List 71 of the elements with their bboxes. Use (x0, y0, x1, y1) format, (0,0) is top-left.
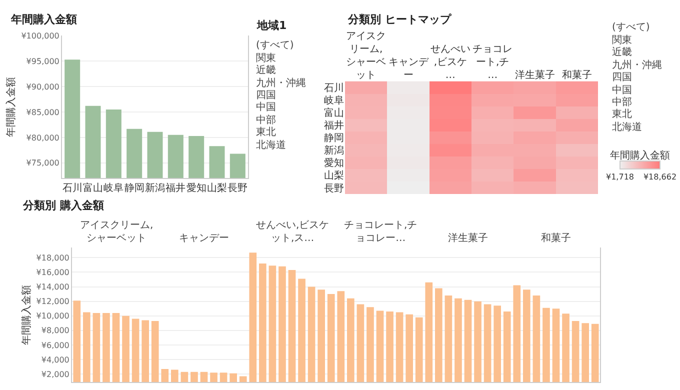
text: 近畿 (256, 64, 276, 76)
text: 地域1 (256, 19, 287, 32)
text: 九州・沖縄 (256, 77, 306, 89)
y-tick-label: ¥95,000 (26, 56, 60, 66)
color-bar-title: 年間購入金額 (610, 149, 670, 162)
y-tick-label: ¥12,000 (36, 297, 70, 306)
y-tick-label: ¥85,000 (26, 108, 60, 117)
text: (すべて) (256, 40, 294, 51)
y-tick-label: ¥4,000 (41, 355, 70, 364)
x-tick-label: アイスクリーム,シャーベット (346, 31, 386, 82)
text: 北海道 (612, 121, 642, 133)
y-tick-label: 愛知 (324, 157, 344, 170)
text: 北海道 (256, 139, 286, 151)
text: 中部 (256, 114, 276, 126)
x-tick-label: 新潟 (145, 182, 165, 194)
x-tick-label: せんべい,ビスケ… (430, 44, 470, 82)
text: 東北 (612, 108, 632, 120)
y-tick-label: 山梨 (324, 170, 344, 182)
y-axis-title: 年間購入金額 (5, 76, 18, 137)
y-tick-label: ¥90,000 (26, 82, 60, 92)
y-tick-label: 富山 (324, 107, 344, 120)
text: 九州・沖縄 (612, 59, 662, 71)
text: 東北 (256, 126, 276, 138)
text: 洋生菓子 (448, 232, 488, 244)
text: 関東 (256, 52, 276, 64)
x-tick-label: 石川 (62, 182, 82, 194)
x-tick-label: 富山 (83, 182, 103, 194)
text: 関東 (612, 34, 632, 46)
text: 和菓子 (541, 232, 571, 244)
x-tick-label: 和菓子 (562, 69, 592, 82)
chart-title: 分類別 購入金額 (22, 199, 104, 212)
y-tick-label: ¥80,000 (26, 133, 60, 142)
y-tick-label: 新潟 (324, 144, 344, 157)
x-tick-label: キャンデー (388, 57, 430, 82)
x-tick-label: 長野 (228, 183, 248, 194)
y-tick-label: ¥100,000 (21, 31, 60, 40)
y-tick-label: ¥10,000 (36, 312, 70, 321)
chart-title: 分類別 ヒートマップ (347, 13, 452, 26)
text: 中部 (612, 96, 632, 108)
text: せんべい,ビスケット,ス… (256, 220, 330, 244)
x-tick-label: 岐阜 (104, 182, 124, 194)
y-tick-label: ¥2,000 (41, 370, 70, 379)
y-tick-label: ¥14,000 (36, 282, 70, 292)
color-bar-label: ¥18,662 (643, 172, 677, 182)
x-tick-label: 洋生菓子 (514, 69, 555, 82)
text: チョコレート,チョコレー… (344, 220, 418, 244)
text: 中国 (612, 84, 632, 96)
x-tick-label: 山梨 (207, 182, 227, 194)
color-bar-label: ¥1,718 (606, 172, 634, 182)
text: キャンデー (179, 233, 229, 244)
text: アイスクリーム,シャーベット (80, 220, 154, 244)
chart-title: 年間購入金額 (10, 13, 77, 26)
y-tick-label: ¥6,000 (41, 340, 70, 350)
y-tick-label: ¥16,000 (36, 268, 70, 278)
x-tick-label: 福井 (166, 182, 186, 194)
y-tick-label: 静岡 (324, 132, 344, 144)
y-tick-label: 石川 (324, 82, 344, 94)
y-tick-label: ¥8,000 (41, 326, 70, 336)
y-axis-title: 年間購入金額 (20, 284, 32, 345)
text: 四国 (612, 72, 632, 83)
text: 近畿 (612, 46, 632, 58)
text: 四国 (256, 90, 276, 101)
y-tick-label: 福井 (324, 120, 344, 132)
x-tick-label: チョコレート,チ… (472, 44, 513, 82)
x-tick-label: 静岡 (124, 182, 144, 194)
text: 中国 (256, 101, 276, 113)
y-tick-label: ¥18,000 (36, 253, 70, 262)
text: (すべて) (612, 22, 650, 33)
x-tick-label: 愛知 (186, 182, 206, 194)
y-tick-label: 岐阜 (324, 94, 344, 107)
y-tick-label: ¥75,000 (26, 158, 60, 168)
